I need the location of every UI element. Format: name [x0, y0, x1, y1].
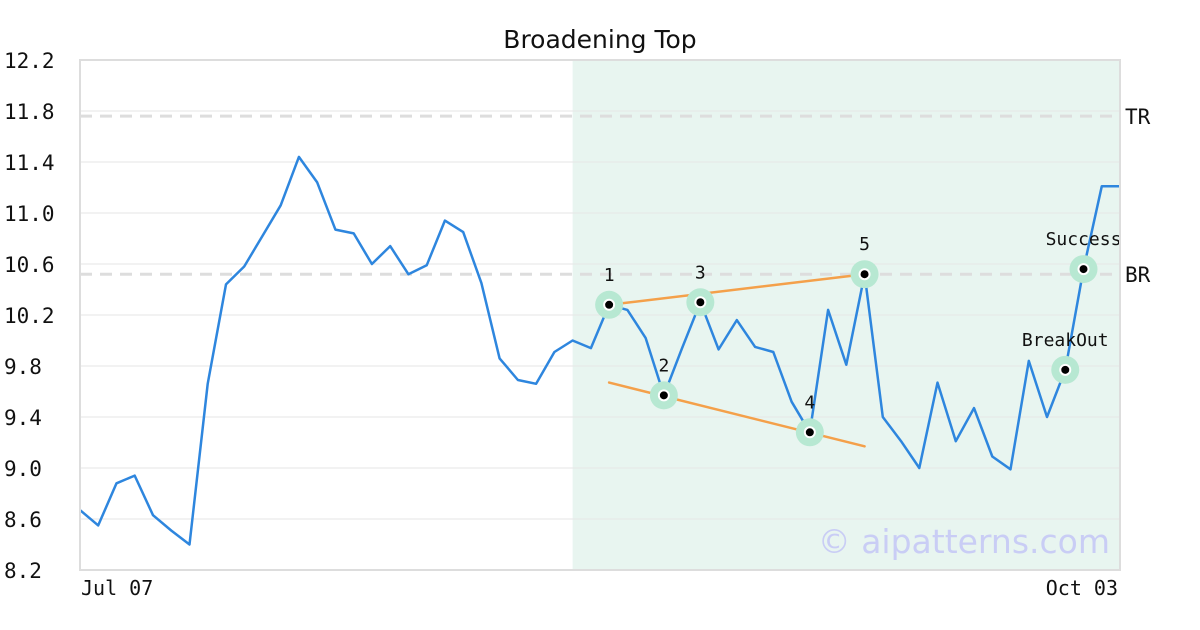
x-tick-end: Oct 03 — [1046, 576, 1118, 600]
reference-label-br: BR — [1125, 263, 1151, 287]
marker-dot-5 — [858, 268, 871, 281]
y-tick-labels: 12.2 11.8 11.4 11.0 10.6 10.2 9.8 9.4 9.0 8.6 8.2 — [4, 49, 55, 583]
series-layer — [79, 155, 1120, 546]
y-tick-label: 10.6 — [4, 253, 55, 277]
y-tick-label: 9.8 — [4, 355, 42, 379]
marker-label-success: Success — [1046, 229, 1122, 250]
price-line — [79, 155, 1120, 546]
y-tick-label: 9.0 — [4, 457, 42, 481]
marker-label-4: 4 — [804, 392, 815, 413]
marker-dot-3 — [694, 296, 707, 309]
marker-dot-breakout — [1059, 363, 1072, 376]
chart-title: Broadening Top — [503, 25, 696, 54]
trend-line — [607, 272, 866, 307]
reference-lines-layer: TR BR — [80, 105, 1151, 287]
marker-dot-4 — [803, 426, 816, 439]
y-tick-label: 9.4 — [4, 406, 42, 430]
marker-label-2: 2 — [658, 355, 669, 376]
y-tick-label: 10.2 — [4, 304, 55, 328]
grid-layer — [80, 110, 1120, 520]
marker-dot-2 — [657, 389, 670, 402]
marker-label-1: 1 — [604, 265, 615, 286]
watermark: © aipatterns.com — [818, 522, 1110, 561]
y-tick-label: 8.2 — [4, 559, 42, 583]
y-tick-label: 11.8 — [4, 100, 55, 124]
y-tick-label: 8.6 — [4, 508, 42, 532]
x-tick-start: Jul 07 — [81, 576, 153, 600]
y-tick-label: 12.2 — [4, 49, 55, 73]
y-tick-label: 11.0 — [4, 202, 55, 226]
pattern-markers-layer: 1 2 3 4 5 BreakOut Success — [595, 229, 1122, 447]
marker-label-3: 3 — [695, 262, 706, 283]
marker-label-breakout: BreakOut — [1022, 330, 1109, 351]
reference-label-tr: TR — [1125, 105, 1151, 129]
y-tick-label: 11.4 — [4, 151, 55, 175]
marker-dot-1 — [603, 298, 616, 311]
marker-dot-success — [1077, 263, 1090, 276]
plot-frame — [79, 59, 1121, 571]
marker-label-5: 5 — [859, 234, 870, 255]
